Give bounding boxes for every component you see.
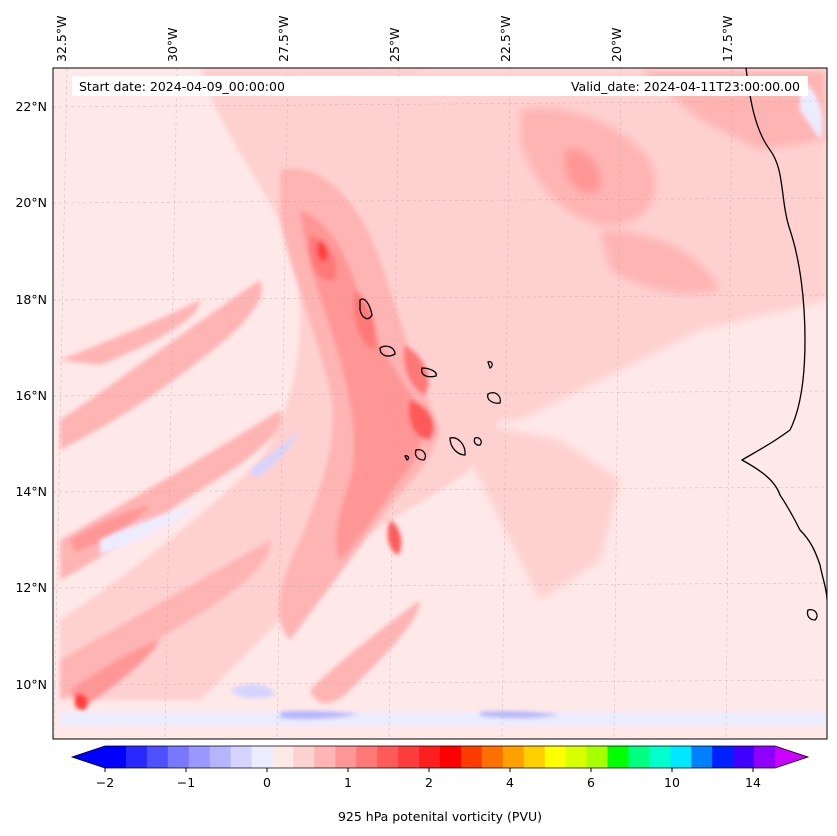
colorbar-cell bbox=[691, 746, 713, 768]
colorbar-tick-label: −1 bbox=[177, 775, 195, 790]
colorbar-cell bbox=[293, 746, 315, 768]
colorbar-tick-label: 6 bbox=[587, 775, 595, 790]
colorbar-cell bbox=[733, 746, 755, 768]
island-guinea bbox=[806, 609, 818, 621]
colorbar-cell bbox=[460, 746, 483, 768]
colorbar-over-triangle bbox=[775, 746, 808, 768]
colorbar-cell bbox=[105, 746, 127, 768]
lon-labels: 32.5°W 30°W 27.5°W 25°W 22.5°W 20°W 17.5… bbox=[54, 16, 735, 62]
lat-label: 22°N bbox=[15, 99, 47, 114]
colorbar-cell bbox=[167, 746, 190, 768]
colorbar-cell bbox=[419, 746, 441, 768]
start-date-label: Start date: 2024-04-09_00:00:00 bbox=[79, 79, 285, 94]
colorbar-tick-label: 2 bbox=[425, 775, 433, 790]
island-boa-vista bbox=[487, 392, 501, 404]
island-fogo bbox=[414, 449, 427, 461]
island-sao-nicolau bbox=[379, 345, 396, 357]
colorbar-label: 925 hPa potenital vorticity (PVU) bbox=[338, 809, 542, 824]
colorbar-ticks bbox=[104, 768, 754, 772]
lon-label: 20°W bbox=[609, 27, 624, 62]
colorbar-cell bbox=[754, 746, 776, 768]
colorbar-cell bbox=[272, 746, 294, 768]
colorbar-cell bbox=[712, 746, 734, 768]
colorbar-cell bbox=[230, 746, 253, 768]
valid-date-label: Valid_date: 2024-04-11T23:00:00.00 bbox=[571, 79, 800, 94]
pv-field-band bbox=[60, 68, 509, 711]
colorbar-cell bbox=[146, 746, 169, 768]
colorbar-cell bbox=[251, 746, 273, 768]
lon-label: 22.5°W bbox=[498, 16, 513, 62]
colorbar-tick-label: 0 bbox=[263, 775, 271, 790]
colorbar-tick-label: 1 bbox=[344, 775, 352, 790]
coastlines bbox=[359, 68, 827, 621]
colorbar-cell bbox=[586, 746, 608, 768]
colorbar-cells bbox=[105, 746, 776, 768]
island-maio bbox=[487, 360, 493, 369]
lon-label: 32.5°W bbox=[54, 16, 69, 62]
colorbar-cell bbox=[335, 746, 357, 768]
colorbar-tick-label: 14 bbox=[745, 775, 761, 790]
lat-label: 14°N bbox=[15, 484, 47, 499]
colorbar: −2 −1 0 1 2 4 6 10 14 925 hPa potenital … bbox=[70, 745, 810, 824]
pv-field-negative bbox=[60, 80, 827, 726]
colorbar-cell bbox=[377, 746, 399, 768]
colorbar-tick-label: 4 bbox=[506, 775, 514, 790]
island-east bbox=[473, 436, 482, 446]
lon-label: 27.5°W bbox=[276, 16, 291, 62]
island-sal bbox=[421, 367, 437, 378]
colorbar-tick-label: −2 bbox=[96, 775, 114, 790]
colorbar-cell bbox=[523, 746, 546, 768]
island-brava bbox=[404, 455, 410, 461]
lon-label: 25°W bbox=[387, 27, 402, 62]
lat-label: 12°N bbox=[15, 580, 47, 595]
lat-label: 20°N bbox=[15, 195, 47, 210]
colorbar-cell bbox=[670, 746, 692, 768]
colorbar-cell bbox=[481, 746, 504, 768]
colorbar-cell bbox=[628, 746, 650, 768]
colorbar-cell bbox=[398, 746, 420, 768]
colorbar-tick-label: 10 bbox=[664, 775, 680, 790]
colorbar-cell bbox=[125, 746, 148, 768]
lat-label: 18°N bbox=[15, 292, 47, 307]
date-header-box bbox=[72, 76, 808, 96]
colorbar-cell bbox=[649, 746, 671, 768]
africa-coastline bbox=[740, 68, 827, 601]
colorbar-cell bbox=[209, 746, 232, 768]
colorbar-cell bbox=[440, 746, 462, 768]
island-santiago bbox=[449, 437, 466, 456]
lon-label: 30°W bbox=[165, 27, 180, 62]
colorbar-cell bbox=[607, 746, 629, 768]
lon-label: 17.5°W bbox=[720, 16, 735, 62]
colorbar-cell bbox=[314, 746, 336, 768]
map-frame bbox=[52, 67, 828, 740]
lat-label: 16°N bbox=[15, 388, 47, 403]
graticule bbox=[53, 68, 827, 739]
colorbar-cell bbox=[502, 746, 525, 768]
pv-field bbox=[53, 68, 827, 739]
colorbar-cell bbox=[188, 746, 211, 768]
island-santo-antao bbox=[359, 298, 373, 320]
colorbar-cell bbox=[356, 746, 378, 768]
colorbar-under-triangle bbox=[72, 746, 105, 768]
lat-labels: 22°N 20°N 18°N 16°N 14°N 12°N 10°N bbox=[15, 99, 47, 692]
lat-label: 10°N bbox=[15, 677, 47, 692]
colorbar-cell bbox=[544, 746, 567, 768]
colorbar-cell bbox=[565, 746, 588, 768]
